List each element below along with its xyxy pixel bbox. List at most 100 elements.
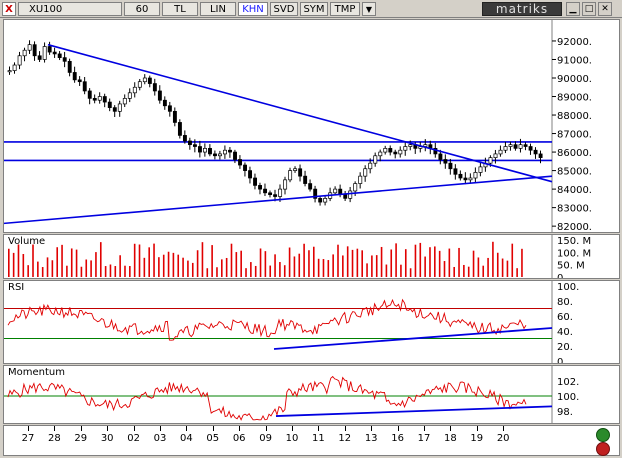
candle-body — [468, 177, 473, 181]
candle-body — [273, 194, 278, 197]
chevron-down-icon[interactable]: ▼ — [362, 2, 376, 16]
date-tick-label: 29 — [74, 433, 88, 444]
candle-body — [72, 72, 77, 81]
volume-bar — [463, 264, 465, 277]
candle-body — [348, 190, 353, 199]
volume-bar — [225, 257, 228, 277]
volume-bar — [211, 245, 213, 277]
date-tick — [265, 426, 267, 431]
symbol-field[interactable]: XU100 — [18, 2, 122, 16]
candle-body — [157, 90, 162, 101]
volume-bar — [56, 247, 59, 277]
volume-bar — [182, 257, 184, 277]
zoom-out-icon[interactable] — [596, 442, 610, 456]
candle-body — [82, 81, 87, 92]
volume-bar — [259, 248, 262, 277]
sym-button[interactable]: SYM — [300, 2, 328, 16]
volume-bar — [90, 260, 92, 277]
volume-bar — [264, 251, 267, 277]
volume-bar — [342, 255, 344, 277]
candle-body — [403, 146, 408, 151]
volume-tick-label: 150. M — [557, 236, 591, 247]
date-tick — [503, 426, 505, 431]
price-tick-label: 88000. — [557, 111, 592, 122]
volume-bar — [158, 257, 160, 277]
candle-body — [303, 175, 308, 184]
date-tick-label: 09 — [259, 433, 272, 444]
date-tick-label: 30 — [100, 433, 114, 444]
khn-button[interactable]: KHN — [238, 2, 268, 16]
volume-bar — [521, 248, 523, 277]
candle-body — [147, 77, 152, 84]
volume-bar — [409, 268, 412, 277]
tl-button[interactable]: TL — [162, 2, 198, 16]
candle-body — [448, 162, 453, 170]
volume-bar — [453, 266, 455, 277]
close-icon[interactable]: X — [2, 2, 16, 16]
candle-body — [278, 188, 283, 197]
volume-bar — [516, 268, 518, 277]
price-chart-svg: 92000. 91000. 90000. 89000. 88000. 87000. 8600… — [4, 20, 592, 232]
candle-body — [162, 99, 167, 107]
momentum-chart[interactable]: 102. 100. 98. Momentum — [3, 365, 620, 424]
candle-body — [398, 149, 403, 155]
volume-bar — [80, 266, 83, 277]
zoom-in-icon[interactable] — [596, 428, 610, 442]
volume-bar — [400, 264, 402, 277]
candle-body — [137, 81, 142, 88]
date-tick-label: 04 — [180, 433, 193, 444]
candle-body — [248, 170, 252, 179]
volume-bar — [303, 243, 305, 277]
rsi-title: RSI — [8, 282, 25, 293]
candle-body — [298, 168, 303, 177]
volume-bar — [366, 263, 368, 277]
tmp-button[interactable]: TMP — [330, 2, 360, 16]
rsi-tick-label: 60. — [557, 312, 573, 323]
volume-bar — [75, 249, 78, 277]
candle-body — [152, 83, 157, 92]
date-tick — [476, 426, 478, 431]
svd-button[interactable]: SVD — [270, 2, 298, 16]
price-tick-label: 87000. — [557, 130, 592, 141]
price-tick-label: 84000. — [557, 185, 592, 196]
volume-bar — [361, 250, 364, 277]
candle-body — [213, 153, 217, 157]
volume-bar — [434, 246, 436, 277]
downtrend-line — [47, 43, 553, 183]
window-close-icon[interactable]: ✕ — [598, 2, 612, 16]
volume-tick-label: 100. M — [557, 248, 591, 259]
candle-body — [112, 107, 117, 112]
lin-button[interactable]: LIN — [200, 2, 236, 16]
candle-body — [478, 166, 483, 173]
price-chart[interactable]: 92000. 91000. 90000. 89000. 88000. 87000. 8600… — [3, 19, 620, 233]
candle-body — [378, 151, 383, 157]
period-field[interactable]: 60 — [124, 2, 160, 16]
volume-bar — [254, 265, 257, 277]
volume-bar — [482, 265, 485, 277]
candle-body — [493, 153, 498, 158]
volume-bar — [317, 258, 320, 277]
candle-body — [388, 148, 393, 153]
rsi-chart[interactable]: 100. 80. 60. 40. 20. 0 RSI — [3, 280, 620, 364]
volume-bar — [438, 250, 441, 277]
volume-bar — [187, 260, 189, 277]
maximize-icon[interactable]: □ — [582, 2, 596, 16]
minimize-icon[interactable]: ▁ — [566, 2, 580, 16]
date-tick — [450, 426, 452, 431]
volume-bar — [279, 262, 281, 277]
candle-body — [203, 148, 207, 153]
candle-body — [503, 146, 508, 151]
volume-bar — [467, 266, 470, 277]
date-tick — [54, 426, 56, 431]
date-tick-label: 02 — [127, 433, 140, 444]
volume-bar — [41, 267, 44, 277]
volume-bar — [283, 265, 286, 277]
volume-bar — [293, 256, 296, 277]
candle-body — [473, 172, 478, 179]
volume-bar — [177, 254, 180, 277]
volume-tick-label: 50. M — [557, 261, 585, 272]
volume-bar — [95, 252, 97, 277]
candle-body — [373, 155, 378, 164]
